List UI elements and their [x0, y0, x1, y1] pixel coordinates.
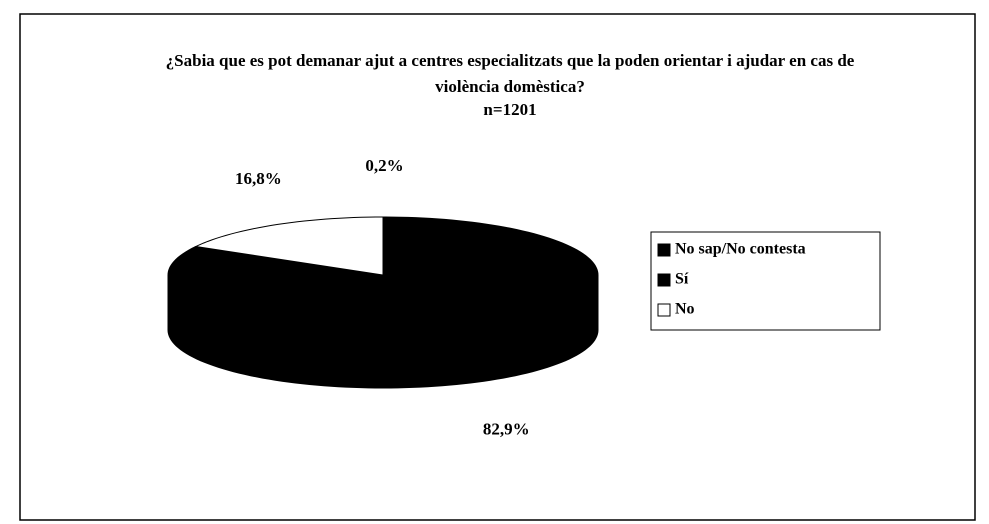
- data-label: 16,8%: [235, 169, 282, 188]
- legend-swatch: [657, 303, 671, 317]
- legend-label: Sí: [675, 271, 689, 288]
- legend-swatch: [657, 243, 671, 257]
- data-label: 0,2%: [365, 156, 403, 175]
- chart-title: ¿Sabia que es pot demanar ajut a centres…: [165, 51, 855, 96]
- legend-label: No sap/No contesta: [675, 241, 806, 258]
- legend-box: [650, 231, 881, 331]
- legend-label: No: [675, 301, 695, 318]
- legend-swatch: [657, 273, 671, 287]
- chart-frame: [19, 13, 976, 521]
- chart-subtitle: n=1201: [483, 100, 537, 119]
- pie-slice: [194, 216, 384, 276]
- data-label: 82,9%: [483, 419, 530, 438]
